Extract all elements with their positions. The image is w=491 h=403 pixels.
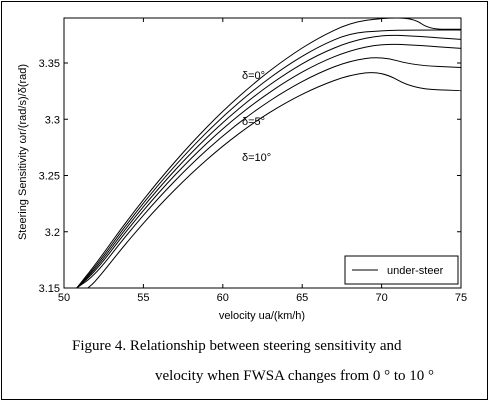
y-tick-label: 3.3 bbox=[45, 114, 60, 126]
annotation-delta-0: δ=0° bbox=[242, 70, 265, 82]
y-tick-label: 3.2 bbox=[45, 227, 60, 239]
series-line-5 bbox=[76, 57, 462, 289]
x-tick-label: 50 bbox=[58, 292, 70, 304]
annotation-delta-10: δ=10° bbox=[242, 152, 271, 164]
y-axis-label: Steering Sensitivity ωr/(rad/s)/δ(rad) bbox=[17, 64, 29, 240]
x-tick-label: 75 bbox=[455, 292, 467, 304]
series-line-2 bbox=[76, 29, 461, 289]
x-tick-label: 65 bbox=[296, 292, 308, 304]
axis-ticks: 50 55 60 65 70 75 3.15 3.2 3.25 3.3 3.35 bbox=[39, 18, 467, 304]
y-tick-label: 3.35 bbox=[39, 58, 60, 70]
y-tick-label: 3.15 bbox=[39, 283, 60, 295]
figure-caption-line-1: Figure 4. Relationship between steering … bbox=[72, 338, 402, 354]
series-line-6 bbox=[87, 72, 462, 289]
x-tick-label: 60 bbox=[217, 292, 229, 304]
x-tick-label: 55 bbox=[137, 292, 149, 304]
legend: under-steer bbox=[344, 255, 459, 285]
series-line-4 bbox=[76, 43, 462, 289]
series-group bbox=[76, 17, 462, 289]
legend-entry-under-steer: under-steer bbox=[387, 265, 444, 277]
x-axis-label: velocity ua/(km/h) bbox=[219, 310, 305, 322]
plot-area bbox=[63, 17, 462, 289]
y-tick-label: 3.25 bbox=[39, 171, 60, 183]
series-line-1 bbox=[76, 17, 461, 289]
x-tick-label: 70 bbox=[375, 292, 387, 304]
annotation-delta-5: δ=5° bbox=[242, 116, 265, 128]
figure-caption-line-2: velocity when FWSA changes from 0 ° to 1… bbox=[155, 368, 435, 384]
series-line-3 bbox=[76, 34, 462, 289]
